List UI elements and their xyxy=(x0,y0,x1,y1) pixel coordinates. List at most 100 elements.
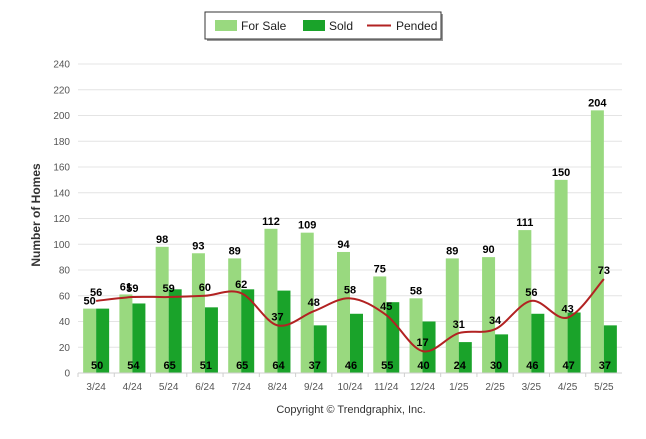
data-label-sold: 47 xyxy=(562,360,574,372)
x-tick-label: 2/25 xyxy=(485,382,505,393)
legend-swatch-for-sale xyxy=(215,20,237,31)
x-tick-label: 3/24 xyxy=(86,382,106,393)
bar-sold xyxy=(277,290,291,373)
data-label-sold: 64 xyxy=(272,360,285,372)
bar-for-sale xyxy=(337,251,350,373)
data-label-pended: 17 xyxy=(416,337,428,349)
data-label-sold: 54 xyxy=(127,360,140,372)
data-label-pended: 45 xyxy=(380,301,392,313)
axes: 0 20 40 60 80 100 120 140 160 180 200 220 240 3/24 4/2… xyxy=(53,60,622,393)
data-label-for-sale: 150 xyxy=(552,167,570,179)
bar-sold xyxy=(313,325,327,373)
data-label-sold: 37 xyxy=(309,360,321,372)
y-tick-label: 40 xyxy=(59,317,71,328)
bar-sold xyxy=(422,321,436,373)
x-tick-label: 4/24 xyxy=(123,382,143,393)
y-tick-label: 100 xyxy=(53,240,70,251)
bars xyxy=(83,110,617,373)
data-label-pended: 56 xyxy=(525,287,537,299)
bar-sold xyxy=(132,303,146,373)
data-label-sold: 30 xyxy=(490,360,502,372)
x-tick-label: 12/24 xyxy=(410,382,435,393)
data-label-pended: 31 xyxy=(453,319,465,331)
bar-sold xyxy=(495,334,509,373)
data-label-for-sale: 112 xyxy=(262,216,280,228)
x-tick-label: 5/24 xyxy=(159,382,179,393)
bar-sold xyxy=(96,308,110,373)
x-tick-label: 4/25 xyxy=(558,382,578,393)
data-label-for-sale: 75 xyxy=(374,263,386,275)
data-label-for-sale: 93 xyxy=(192,240,204,252)
y-tick-label: 240 xyxy=(53,60,70,71)
legend-label-sold: Sold xyxy=(329,19,353,33)
y-tick-label: 160 xyxy=(53,163,70,174)
data-label-for-sale: 109 xyxy=(298,220,316,232)
data-label-pended: 59 xyxy=(126,283,138,295)
legend-swatch-sold xyxy=(303,20,325,31)
bar-for-sale xyxy=(228,258,242,373)
y-axis-label: Number of Homes xyxy=(29,163,43,267)
bar-for-sale xyxy=(554,179,568,373)
bar-for-sale xyxy=(300,232,314,373)
bar-for-sale xyxy=(191,253,205,373)
legend-label-pended: Pended xyxy=(396,19,437,33)
data-label-for-sale: 94 xyxy=(337,239,350,251)
x-tick-label: 9/24 xyxy=(304,382,324,393)
bar-for-sale xyxy=(119,294,133,373)
bar-for-sale xyxy=(155,246,169,373)
bar-for-sale xyxy=(409,298,423,373)
bar-sold xyxy=(168,289,182,373)
y-tick-label: 80 xyxy=(59,266,71,277)
y-tick-label: 180 xyxy=(53,137,70,148)
data-label-pended: 37 xyxy=(271,311,283,323)
x-tick-label: 8/24 xyxy=(268,382,288,393)
data-label-pended: 62 xyxy=(235,279,247,291)
bar-sold xyxy=(603,325,617,373)
data-label-for-sale: 89 xyxy=(229,245,241,257)
data-label-sold: 50 xyxy=(91,360,103,372)
y-tick-label: 60 xyxy=(59,291,71,302)
data-label-sold: 46 xyxy=(345,360,357,372)
y-tick-label: 220 xyxy=(53,85,70,96)
pended-line xyxy=(96,278,605,353)
copyright-text: Copyright © Trendgraphix, Inc. xyxy=(276,404,425,416)
x-tick-label: 11/24 xyxy=(374,382,399,393)
data-label-sold: 51 xyxy=(200,360,212,372)
data-label-pended: 73 xyxy=(598,265,610,277)
bar-for-sale xyxy=(264,228,278,373)
data-label-for-sale: 58 xyxy=(410,285,422,297)
bar-sold xyxy=(458,342,472,373)
bar-for-sale xyxy=(373,276,387,373)
y-tick-label: 120 xyxy=(53,214,70,225)
y-tick-label: 140 xyxy=(53,188,70,199)
x-tick-label: 3/25 xyxy=(522,382,542,393)
x-tick-label: 7/24 xyxy=(231,382,251,393)
data-label-for-sale: 204 xyxy=(588,97,607,109)
bar-sold xyxy=(567,312,581,373)
data-label-sold: 46 xyxy=(526,360,538,372)
bar-sold xyxy=(350,313,363,373)
bar-for-sale xyxy=(482,257,496,373)
bar-sold xyxy=(386,302,400,373)
data-label-sold: 65 xyxy=(164,360,176,372)
data-label-pended: 56 xyxy=(90,287,102,299)
data-label-sold: 55 xyxy=(381,360,393,372)
data-label-pended: 34 xyxy=(489,315,502,327)
bar-sold xyxy=(241,289,255,373)
legend-label-for-sale: For Sale xyxy=(241,19,287,33)
bar-for-sale xyxy=(445,258,459,373)
data-label-pended: 58 xyxy=(344,284,356,296)
data-label-for-sale: 111 xyxy=(516,217,533,229)
data-label-pended: 48 xyxy=(308,297,320,309)
y-tick-label: 200 xyxy=(53,111,70,122)
x-tick-label: 6/24 xyxy=(195,382,215,393)
data-label-pended: 43 xyxy=(561,304,573,316)
bar-sold xyxy=(204,307,218,373)
data-label-for-sale: 98 xyxy=(156,234,168,246)
bar-for-sale xyxy=(590,110,604,373)
data-label-for-sale: 89 xyxy=(446,245,458,257)
data-label-sold: 37 xyxy=(599,360,611,372)
bar-for-sale xyxy=(83,308,97,373)
